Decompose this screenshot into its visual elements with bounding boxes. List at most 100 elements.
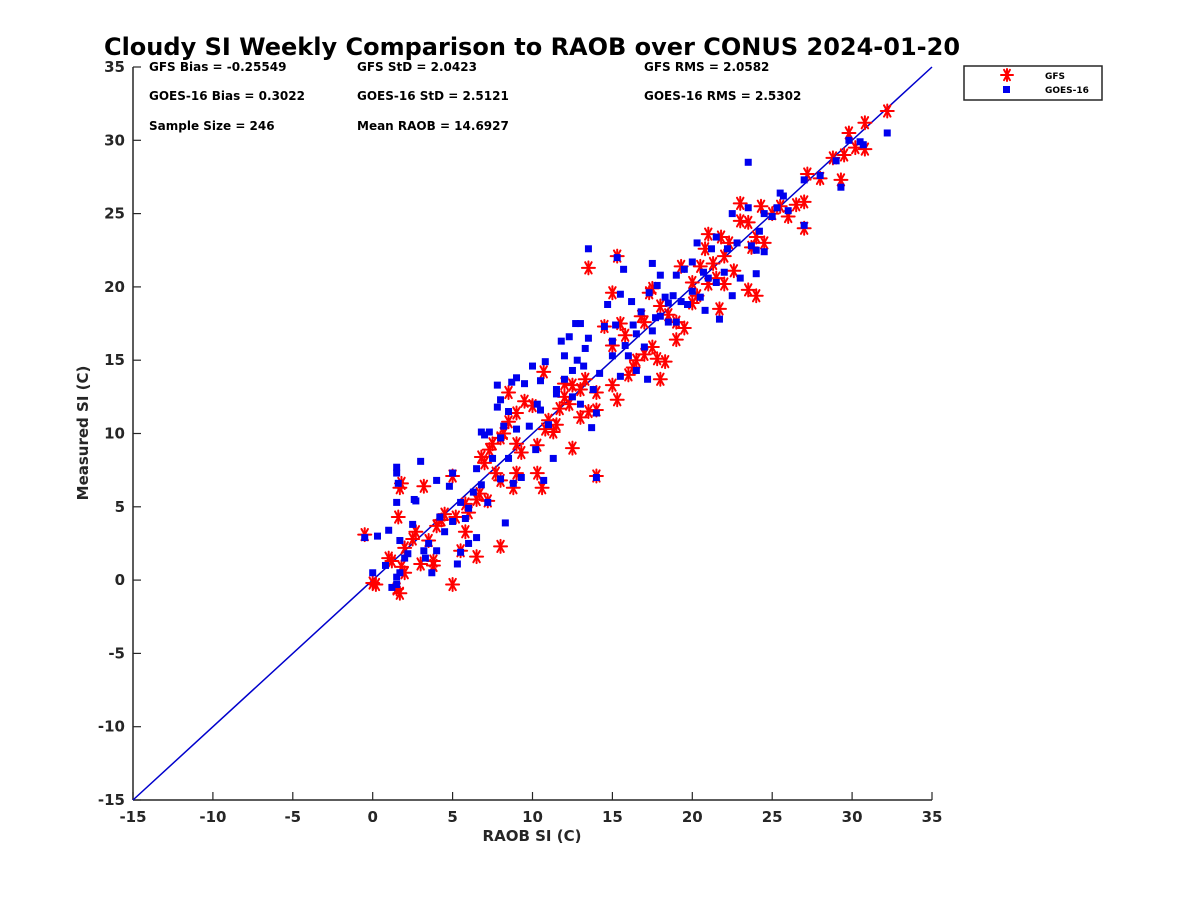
goes-16-point [661,293,669,301]
goes-16-point [664,318,672,326]
gfs-point [644,339,660,355]
y-tick-label: -5 [108,644,125,662]
legend-gfs-asterisk [1000,68,1014,82]
y-tick-label: 0 [115,571,125,589]
goes-16-point [393,463,401,471]
goes-16-point [584,245,592,253]
goes-16-point [493,403,501,411]
goes-16-point [396,537,404,545]
gfs-point [628,352,644,368]
goes-16-point [648,327,656,335]
goes-16-point [421,554,429,562]
gfs-point [732,195,748,211]
goes-16-point [592,473,600,481]
x-tick-label: 10 [522,808,543,826]
goes-16-point [837,183,845,191]
gfs-point [668,332,684,348]
gfs-point [676,320,692,336]
goes-16-point [473,465,481,473]
goes-16-point [433,547,441,555]
goes-16-point [621,342,629,350]
x-tick-label: 0 [367,808,377,826]
goes-16-point [581,344,589,352]
goes-16-point [648,259,656,267]
goes-16-point [552,386,560,394]
goes-16-point [457,498,465,506]
gfs-point [477,455,493,471]
goes-16-point [747,242,755,250]
goes-16-point [632,366,640,374]
goes-16-point [573,356,581,364]
goes-16-point [568,393,576,401]
gfs-point [529,465,545,481]
stat-mean-raob: Mean RAOB = 14.6927 [357,119,509,133]
gfs-point [711,301,727,317]
stat-goes-bias: GOES-16 Bias = 0.3022 [149,89,305,103]
legend-gfs-marker [1000,68,1014,82]
goes-16-point [393,580,401,588]
gfs-point [501,384,517,400]
goes-16-point [505,408,513,416]
legend-box [963,65,1103,101]
gfs-point [548,417,564,433]
goes-16-point [616,290,624,298]
goes-16-point [720,268,728,276]
gfs-point [545,424,561,440]
x-tick-label: 15 [602,808,623,826]
goes-16-point [832,157,840,165]
goes-16-point [501,519,509,527]
goes-16-point [484,498,492,506]
gfs-point [577,371,593,387]
y-tick-label: 10 [104,425,125,443]
gfs-point [469,549,485,565]
goes-16-point [540,476,548,484]
gfs-point [536,364,552,380]
stat-gfs-std: GFS StD = 2.0423 [357,60,477,74]
gfs-point [509,405,525,421]
x-tick-label: 30 [842,808,863,826]
gfs-point [392,585,408,601]
goes-16-point [477,481,485,489]
goes-16-point [688,287,696,295]
goes-16-point [393,498,401,506]
gfs-point [445,576,461,592]
legend-goes-marker [1003,86,1010,93]
goes-16-point [677,298,685,306]
stat-gfs-rms: GFS RMS = 2.0582 [644,60,769,74]
gfs-point [796,194,812,210]
gfs-point [636,346,652,362]
goes-16-point [744,204,752,212]
gfs-point [513,445,529,461]
x-ticks: -15 -10 -5 0 5 10 15 20 25 30 35 [119,792,942,826]
goes-16-point [773,204,781,212]
x-tick-label: -5 [284,808,301,826]
goes-16-point [529,362,536,370]
goes-16-point [712,279,720,287]
goes-16-point [752,246,760,254]
goes-16-point [485,428,493,436]
gfs-point [617,327,633,343]
goes-16-point [497,396,505,404]
goes-16-point [669,292,677,300]
goes-16-point [436,513,444,521]
goes-16-point [656,271,664,279]
goes-16-point [481,431,489,439]
goes-16-point [608,352,616,360]
x-tick-label: 5 [447,808,457,826]
goes-16-point [541,358,549,366]
goes-16-point [784,207,792,215]
goes-16-point [800,176,808,184]
gfs-point [726,263,742,279]
goes-16-point [883,129,891,137]
goes-16-point [449,517,457,525]
goes-16-point [616,372,624,380]
goes-16-point [733,239,741,247]
stat-gfs-bias: GFS Bias = -0.25549 [149,60,286,74]
goes-16-point [680,265,688,273]
goes-16-point [469,488,477,496]
goes-16-point [653,281,661,289]
gfs-point [457,524,473,540]
x-tick-label: 35 [922,808,943,826]
goes-16-point [744,158,752,166]
